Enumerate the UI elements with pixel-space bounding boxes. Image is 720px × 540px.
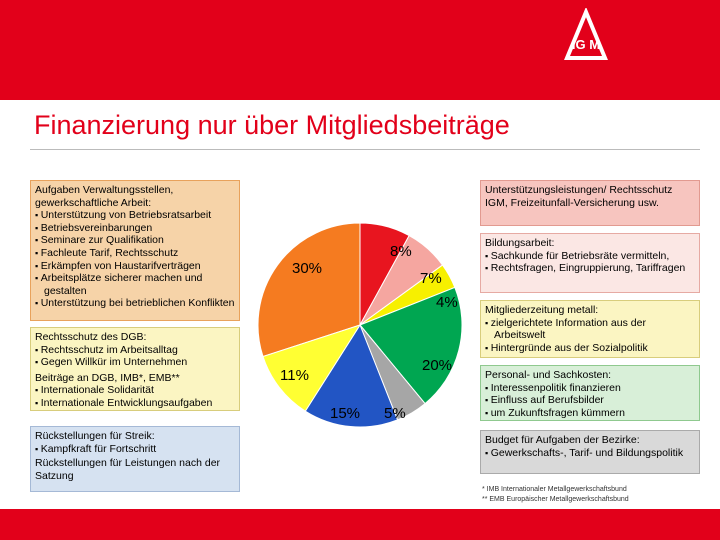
title-divider — [30, 149, 700, 150]
box-heading: Rechtsschutz des DGB: — [35, 331, 147, 343]
list-item: Einfluss auf Berufsbilder — [485, 394, 695, 407]
list-item: Betriebsvereinbarungen — [35, 222, 235, 235]
footnote-emb: ** EMB Europäischer Metallgewerkschaftsb… — [482, 496, 629, 503]
ig-metall-logo-icon: IG M — [563, 8, 609, 66]
box-rueckstellungen: Rückstellungen für Streik: Kampfkraft fü… — [30, 426, 240, 492]
pie-label-8: 8% — [390, 243, 412, 260]
list-item: Gegen Willkür im Unternehmen — [35, 356, 235, 369]
pie-slice-8 — [359, 222, 410, 326]
list-item: Sachkunde für Betriebsräte vermitteln, — [485, 250, 695, 263]
box-heading: Bildungsarbeit: — [485, 237, 555, 249]
box-verwaltungsstellen: Aufgaben Verwaltungsstellen, gewerkschaf… — [30, 180, 240, 321]
list-item: Interessenpolitik finanzieren — [485, 382, 695, 395]
pie-label-15: 15% — [330, 405, 361, 422]
list-item: Hintergründe aus der Sozialpolitik — [485, 342, 695, 355]
box-heading: Aufgaben Verwaltungsstellen, gewerkschaf… — [35, 184, 174, 209]
bottom-banner — [0, 509, 720, 540]
box-heading: Mitgliederzeitung metall: — [485, 304, 599, 316]
page-title: Finanzierung nur über Mitgliedsbeiträge — [34, 110, 510, 140]
list-item: Seminare zur Qualifikation — [35, 234, 235, 247]
box-text: Rückstellungen für Leistungen nach der S… — [35, 457, 221, 482]
list-item: um Zukunftsfragen kümmern — [485, 407, 695, 420]
box-heading: Beiträge an DGB, IMB*, EMB** — [35, 371, 180, 384]
list-item: zielgerichtete Information aus der Arbei… — [485, 317, 695, 342]
box-mitgliederzeitung: Mitgliederzeitung metall: zielgerichtete… — [480, 300, 700, 358]
box-personalkosten: Personal- und Sachkosten: Interessenpoli… — [480, 365, 700, 421]
list-item: Erkämpfen von Haustarifverträgen — [35, 260, 235, 273]
list-item: Kampfkraft für Fortschritt — [35, 443, 235, 456]
list-item: Fachleute Tarif, Rechtsschutz — [35, 247, 235, 260]
pie-slice-11 — [262, 324, 362, 412]
list-item: Unterstützung bei betrieblichen Konflikt… — [35, 297, 235, 310]
box-unterstuetzungsleistungen: Unterstützungsleistungen/ Rechtsschutz I… — [480, 180, 700, 226]
list-item: Rechtsschutz im Arbeitsalltag — [35, 344, 235, 357]
list-item: Unterstützung von Betriebsratsarbeit — [35, 209, 235, 222]
list-item: Gewerkschafts-, Tarif- und Bildungspolit… — [485, 447, 695, 460]
box-heading: Rückstellungen für Streik: — [35, 430, 155, 442]
list-item: Rechtsfragen, Eingruppierung, Tariffrage… — [485, 262, 695, 275]
pie-label-20: 20% — [422, 357, 453, 374]
list-item: Internationale Solidarität — [35, 384, 235, 397]
box-heading: Personal- und Sachkosten: — [485, 369, 612, 381]
pie-label-11: 11% — [280, 367, 309, 384]
footnote-imb: * IMB Internationaler Metallgewerkschaft… — [482, 486, 627, 493]
list-item: Internationale Entwicklungsaufgaben — [35, 397, 235, 410]
box-heading: Budget für Aufgaben der Bezirke: — [485, 434, 640, 446]
pie-label-5: 5% — [384, 405, 406, 422]
logo-text: IG M — [572, 37, 600, 52]
box-rechtsschutz: Rechtsschutz des DGB: Rechtsschutz im Ar… — [30, 327, 240, 411]
pie-label-7: 7% — [420, 270, 442, 287]
box-heading: Unterstützungsleistungen/ Rechtsschutz I… — [485, 184, 673, 209]
pie-label-4: 4% — [436, 294, 458, 311]
box-bezirke: Budget für Aufgaben der Bezirke: Gewerks… — [480, 430, 700, 474]
pie-slice-30 — [257, 222, 361, 358]
box-bildungsarbeit: Bildungsarbeit: Sachkunde für Betriebsrä… — [480, 233, 700, 293]
list-item: Arbeitsplätze sicherer machen und gestal… — [35, 272, 235, 297]
pie-label-30: 30% — [292, 260, 323, 277]
top-banner — [0, 0, 720, 100]
